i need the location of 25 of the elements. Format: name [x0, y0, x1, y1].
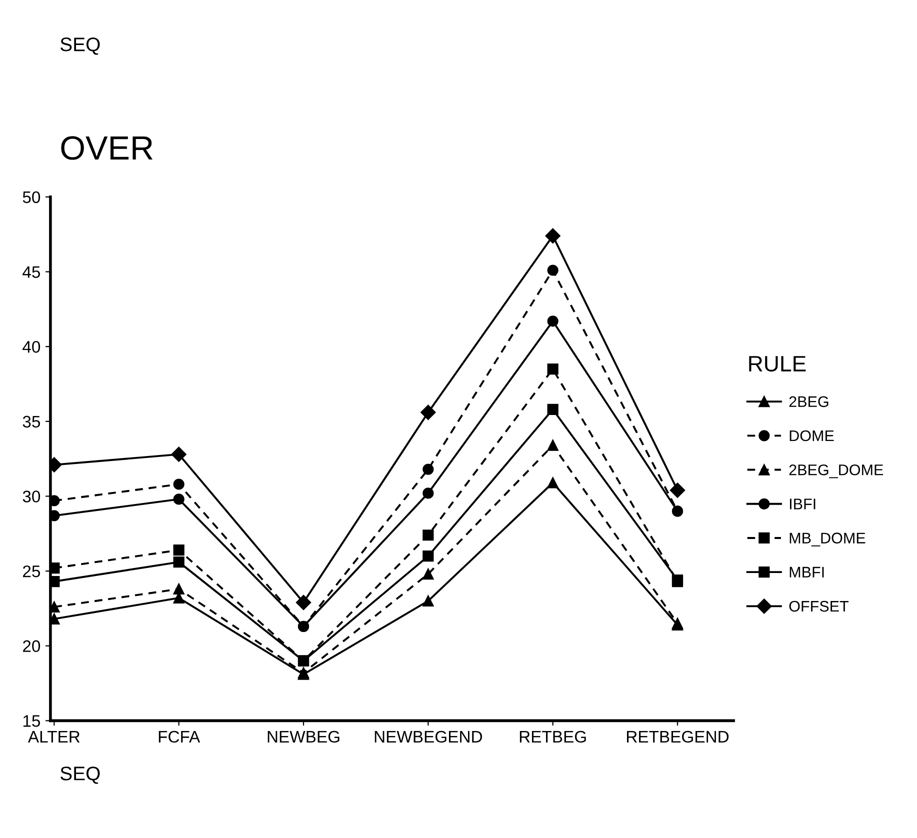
- legend-label: 2BEG: [789, 396, 828, 408]
- legend-title: RULE: [749, 356, 806, 372]
- chart-title: SEQ: [60, 38, 100, 55]
- y-tick-label: 40: [22, 340, 40, 353]
- legend-label: 2BEG_DOME: [789, 464, 884, 478]
- y-tick-label: 25: [23, 565, 40, 578]
- legend-label: IBFI: [790, 498, 816, 510]
- legend-label: MB_DOME: [790, 532, 866, 546]
- x-tick-label: RETBEGEND: [627, 730, 729, 743]
- x-tick-label: RETBEG: [520, 730, 586, 743]
- x-axis-title: SEQ: [60, 766, 100, 784]
- x-tick-label: FCFA: [158, 730, 200, 743]
- legend-label: OFFSET: [789, 600, 849, 612]
- y-tick-label: 30: [22, 490, 40, 502]
- chart-subtitle: OVER: [61, 136, 153, 160]
- legend-label: MBFI: [790, 566, 824, 578]
- y-tick-label: 35: [22, 416, 40, 428]
- y-tick-label: 50: [22, 191, 40, 204]
- x-tick-label: ALTER: [28, 731, 80, 742]
- legend-label: DOME: [790, 430, 834, 442]
- y-tick-label: 45: [22, 266, 40, 278]
- y-tick-label: 15: [23, 715, 40, 727]
- y-tick-label: 20: [23, 640, 40, 652]
- x-tick-label: NEWBEG: [268, 730, 340, 743]
- x-tick-label: NEWBEGEND: [374, 730, 482, 743]
